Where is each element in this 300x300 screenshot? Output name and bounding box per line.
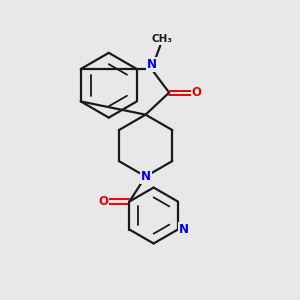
Text: N: N	[179, 223, 189, 236]
Text: O: O	[98, 195, 108, 208]
Text: CH₃: CH₃	[151, 34, 172, 44]
Text: N: N	[141, 170, 151, 183]
Text: O: O	[191, 86, 202, 99]
Text: N: N	[146, 58, 157, 71]
